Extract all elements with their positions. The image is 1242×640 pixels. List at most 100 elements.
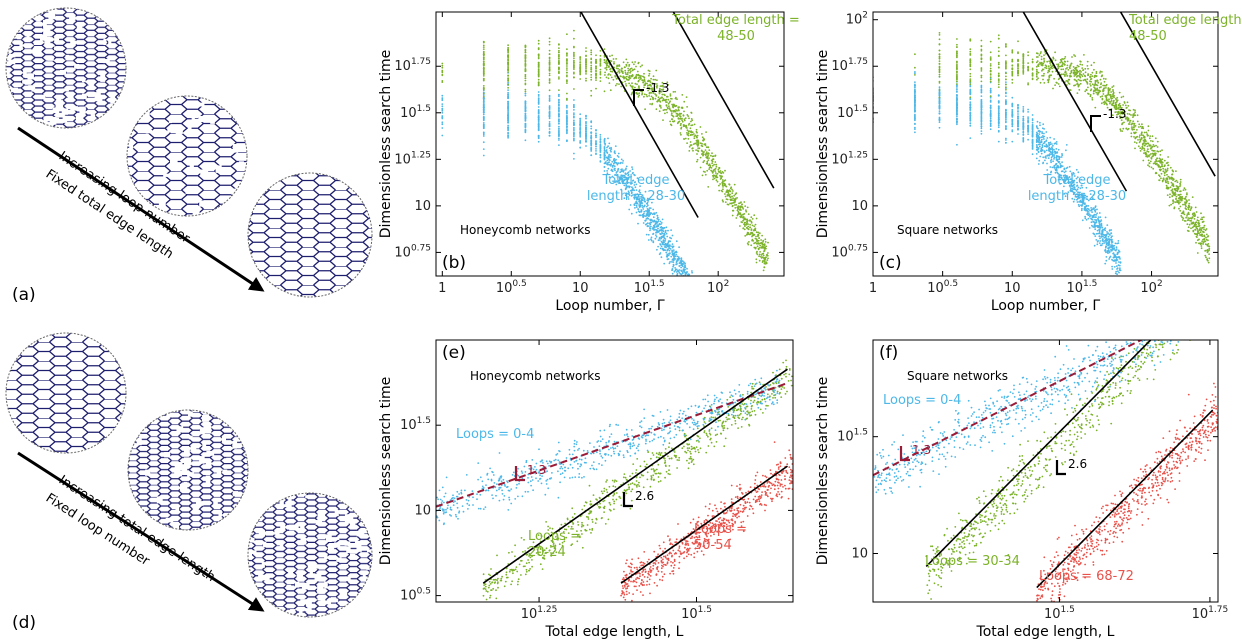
data-point xyxy=(627,71,629,74)
data-point xyxy=(558,127,560,130)
data-point xyxy=(672,245,675,248)
data-point xyxy=(647,233,650,236)
removed-edge xyxy=(94,92,101,97)
data-point xyxy=(585,127,587,130)
removed-edge xyxy=(81,93,87,100)
data-point xyxy=(658,98,660,101)
data-point xyxy=(1053,156,1056,158)
data-point xyxy=(637,96,640,98)
data-point xyxy=(1105,238,1108,241)
data-point xyxy=(635,204,638,207)
data-point xyxy=(1162,170,1165,173)
data-point xyxy=(482,154,485,157)
data-point xyxy=(1057,178,1060,181)
data-point xyxy=(1056,152,1058,154)
data-point xyxy=(739,225,741,227)
data-point xyxy=(625,167,627,170)
data-point xyxy=(643,93,646,96)
data-point xyxy=(650,95,653,98)
data-point xyxy=(548,96,551,98)
data-point xyxy=(1005,83,1007,86)
data-point xyxy=(1169,193,1171,196)
data-point xyxy=(1038,133,1041,136)
data-point xyxy=(695,142,697,145)
data-point xyxy=(708,166,711,169)
data-point xyxy=(617,70,620,72)
data-point xyxy=(482,123,485,126)
data-point xyxy=(1063,171,1066,174)
data-point xyxy=(1100,225,1103,227)
data-point xyxy=(566,125,568,128)
data-point xyxy=(558,137,560,140)
data-point xyxy=(639,197,641,200)
data-point xyxy=(1130,132,1133,135)
data-point xyxy=(599,160,602,162)
data-point xyxy=(1027,117,1029,120)
data-point xyxy=(573,139,575,142)
data-point xyxy=(548,72,551,75)
data-point xyxy=(711,162,713,165)
data-point xyxy=(1022,124,1025,127)
data-point xyxy=(1081,207,1083,210)
data-point xyxy=(688,145,691,148)
data-point xyxy=(677,278,679,280)
data-point xyxy=(938,91,941,94)
removed-edge xyxy=(304,608,312,612)
data-point xyxy=(720,175,722,178)
data-point xyxy=(1031,134,1034,137)
data-point xyxy=(969,106,972,109)
data-point xyxy=(1081,219,1084,222)
data-point xyxy=(1011,114,1014,117)
removed-edge xyxy=(192,210,200,215)
data-point xyxy=(1104,248,1107,251)
data-point xyxy=(684,271,686,274)
data-point xyxy=(1055,154,1058,157)
removed-edge xyxy=(349,553,356,558)
data-point xyxy=(1031,139,1034,142)
data-point xyxy=(613,162,615,165)
removed-edge xyxy=(198,115,205,123)
data-point xyxy=(702,170,705,173)
data-point xyxy=(997,119,1000,122)
data-point xyxy=(707,159,710,162)
data-point xyxy=(548,110,551,112)
data-point xyxy=(1060,68,1063,71)
data-point xyxy=(644,219,647,222)
data-point xyxy=(441,105,444,108)
data-point xyxy=(1111,239,1113,241)
data-point xyxy=(938,119,941,121)
network-edges xyxy=(127,96,247,216)
data-point xyxy=(650,236,653,239)
removed-edge xyxy=(176,426,184,433)
data-point xyxy=(714,167,717,170)
data-point xyxy=(715,163,717,166)
data-point xyxy=(1022,108,1025,110)
data-point xyxy=(585,64,587,66)
data-point xyxy=(585,140,587,143)
removed-edge xyxy=(76,25,83,33)
data-point xyxy=(666,111,668,114)
data-point xyxy=(737,205,740,208)
data-point xyxy=(643,72,645,75)
data-point xyxy=(590,131,593,134)
data-point xyxy=(507,56,509,59)
data-point xyxy=(767,252,769,254)
data-point xyxy=(566,80,568,82)
removed-edge xyxy=(180,467,188,471)
data-point xyxy=(656,248,658,251)
data-point xyxy=(620,69,623,72)
data-point xyxy=(969,78,972,80)
data-point xyxy=(1040,140,1042,143)
data-point xyxy=(1065,167,1068,170)
data-point xyxy=(537,82,540,85)
data-point xyxy=(1035,131,1038,134)
data-point xyxy=(1172,179,1174,182)
data-point xyxy=(641,204,644,207)
data-point xyxy=(969,39,972,42)
removed-edge xyxy=(175,506,180,514)
data-point xyxy=(638,190,640,193)
data-point xyxy=(716,176,719,179)
data-point xyxy=(590,70,593,73)
data-point xyxy=(573,63,575,65)
data-point xyxy=(638,94,640,97)
